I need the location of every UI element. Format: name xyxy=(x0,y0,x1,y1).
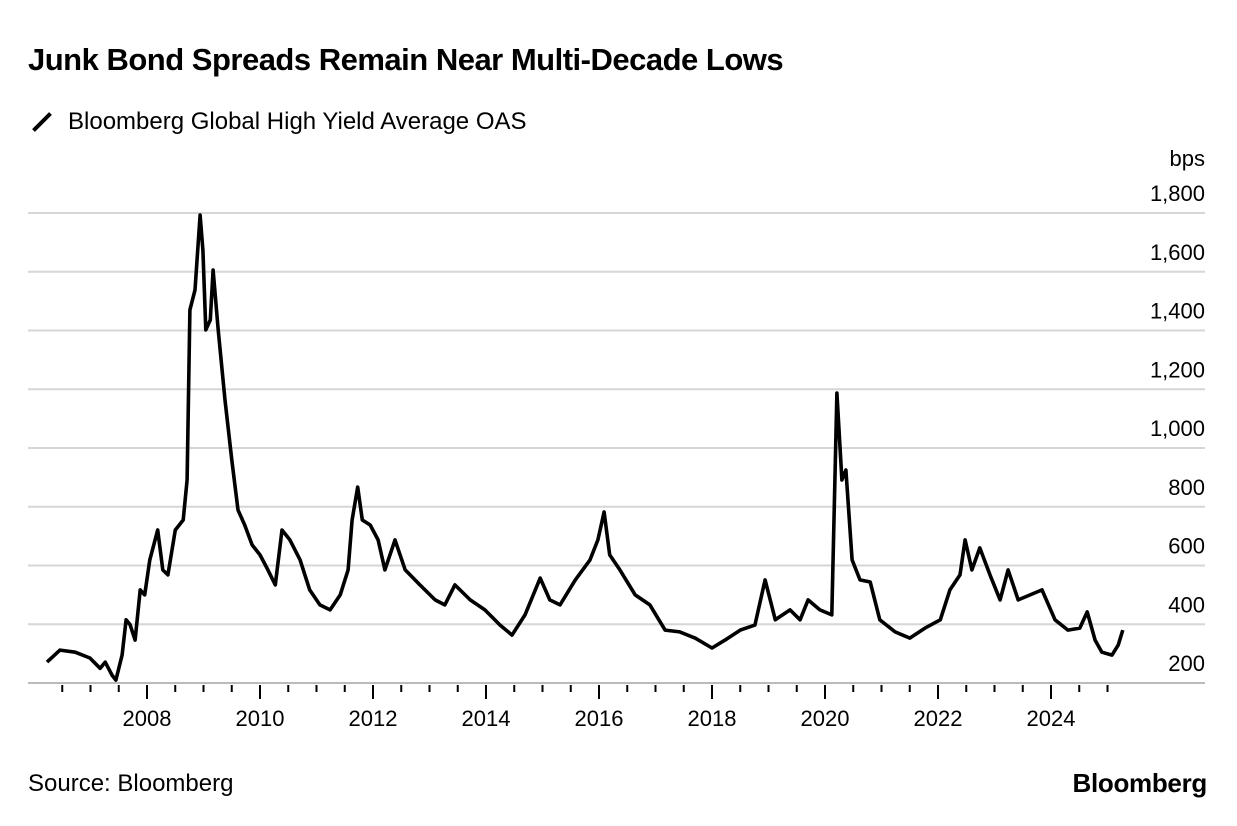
y-tick-label: 400 xyxy=(1168,592,1205,617)
y-tick-label: 1,400 xyxy=(1150,299,1205,324)
x-tick-label: 2012 xyxy=(349,706,398,731)
legend: Bloomberg Global High Yield Average OAS xyxy=(30,108,527,136)
series-line xyxy=(45,213,1125,682)
y-tick-label: 200 xyxy=(1168,651,1205,676)
x-tick-label: 2008 xyxy=(123,706,172,731)
x-tick-label: 2010 xyxy=(236,706,285,731)
y-tick-label: 800 xyxy=(1168,475,1205,500)
bloomberg-logo: Bloomberg xyxy=(1072,768,1207,798)
legend-label: Bloomberg Global High Yield Average OAS xyxy=(68,108,527,135)
x-tick-label: 2020 xyxy=(801,706,850,731)
x-tick-label: 2024 xyxy=(1027,706,1076,731)
y-tick-label: 600 xyxy=(1168,534,1205,559)
chart-title: Junk Bond Spreads Remain Near Multi-Deca… xyxy=(28,42,784,77)
x-tick-label: 2016 xyxy=(575,706,624,731)
x-tick-label: 2018 xyxy=(688,706,737,731)
source-note: Source: Bloomberg xyxy=(28,770,234,797)
x-tick-label: 2022 xyxy=(914,706,963,731)
y-axis-unit-label: bps xyxy=(1170,146,1205,171)
y-tick-label: 1,000 xyxy=(1150,416,1205,441)
x-tick-label: 2014 xyxy=(462,706,511,731)
y-tick-label: 1,200 xyxy=(1150,357,1205,382)
y-tick-label: 1,800 xyxy=(1150,181,1205,206)
y-tick-label: 1,600 xyxy=(1150,240,1205,265)
